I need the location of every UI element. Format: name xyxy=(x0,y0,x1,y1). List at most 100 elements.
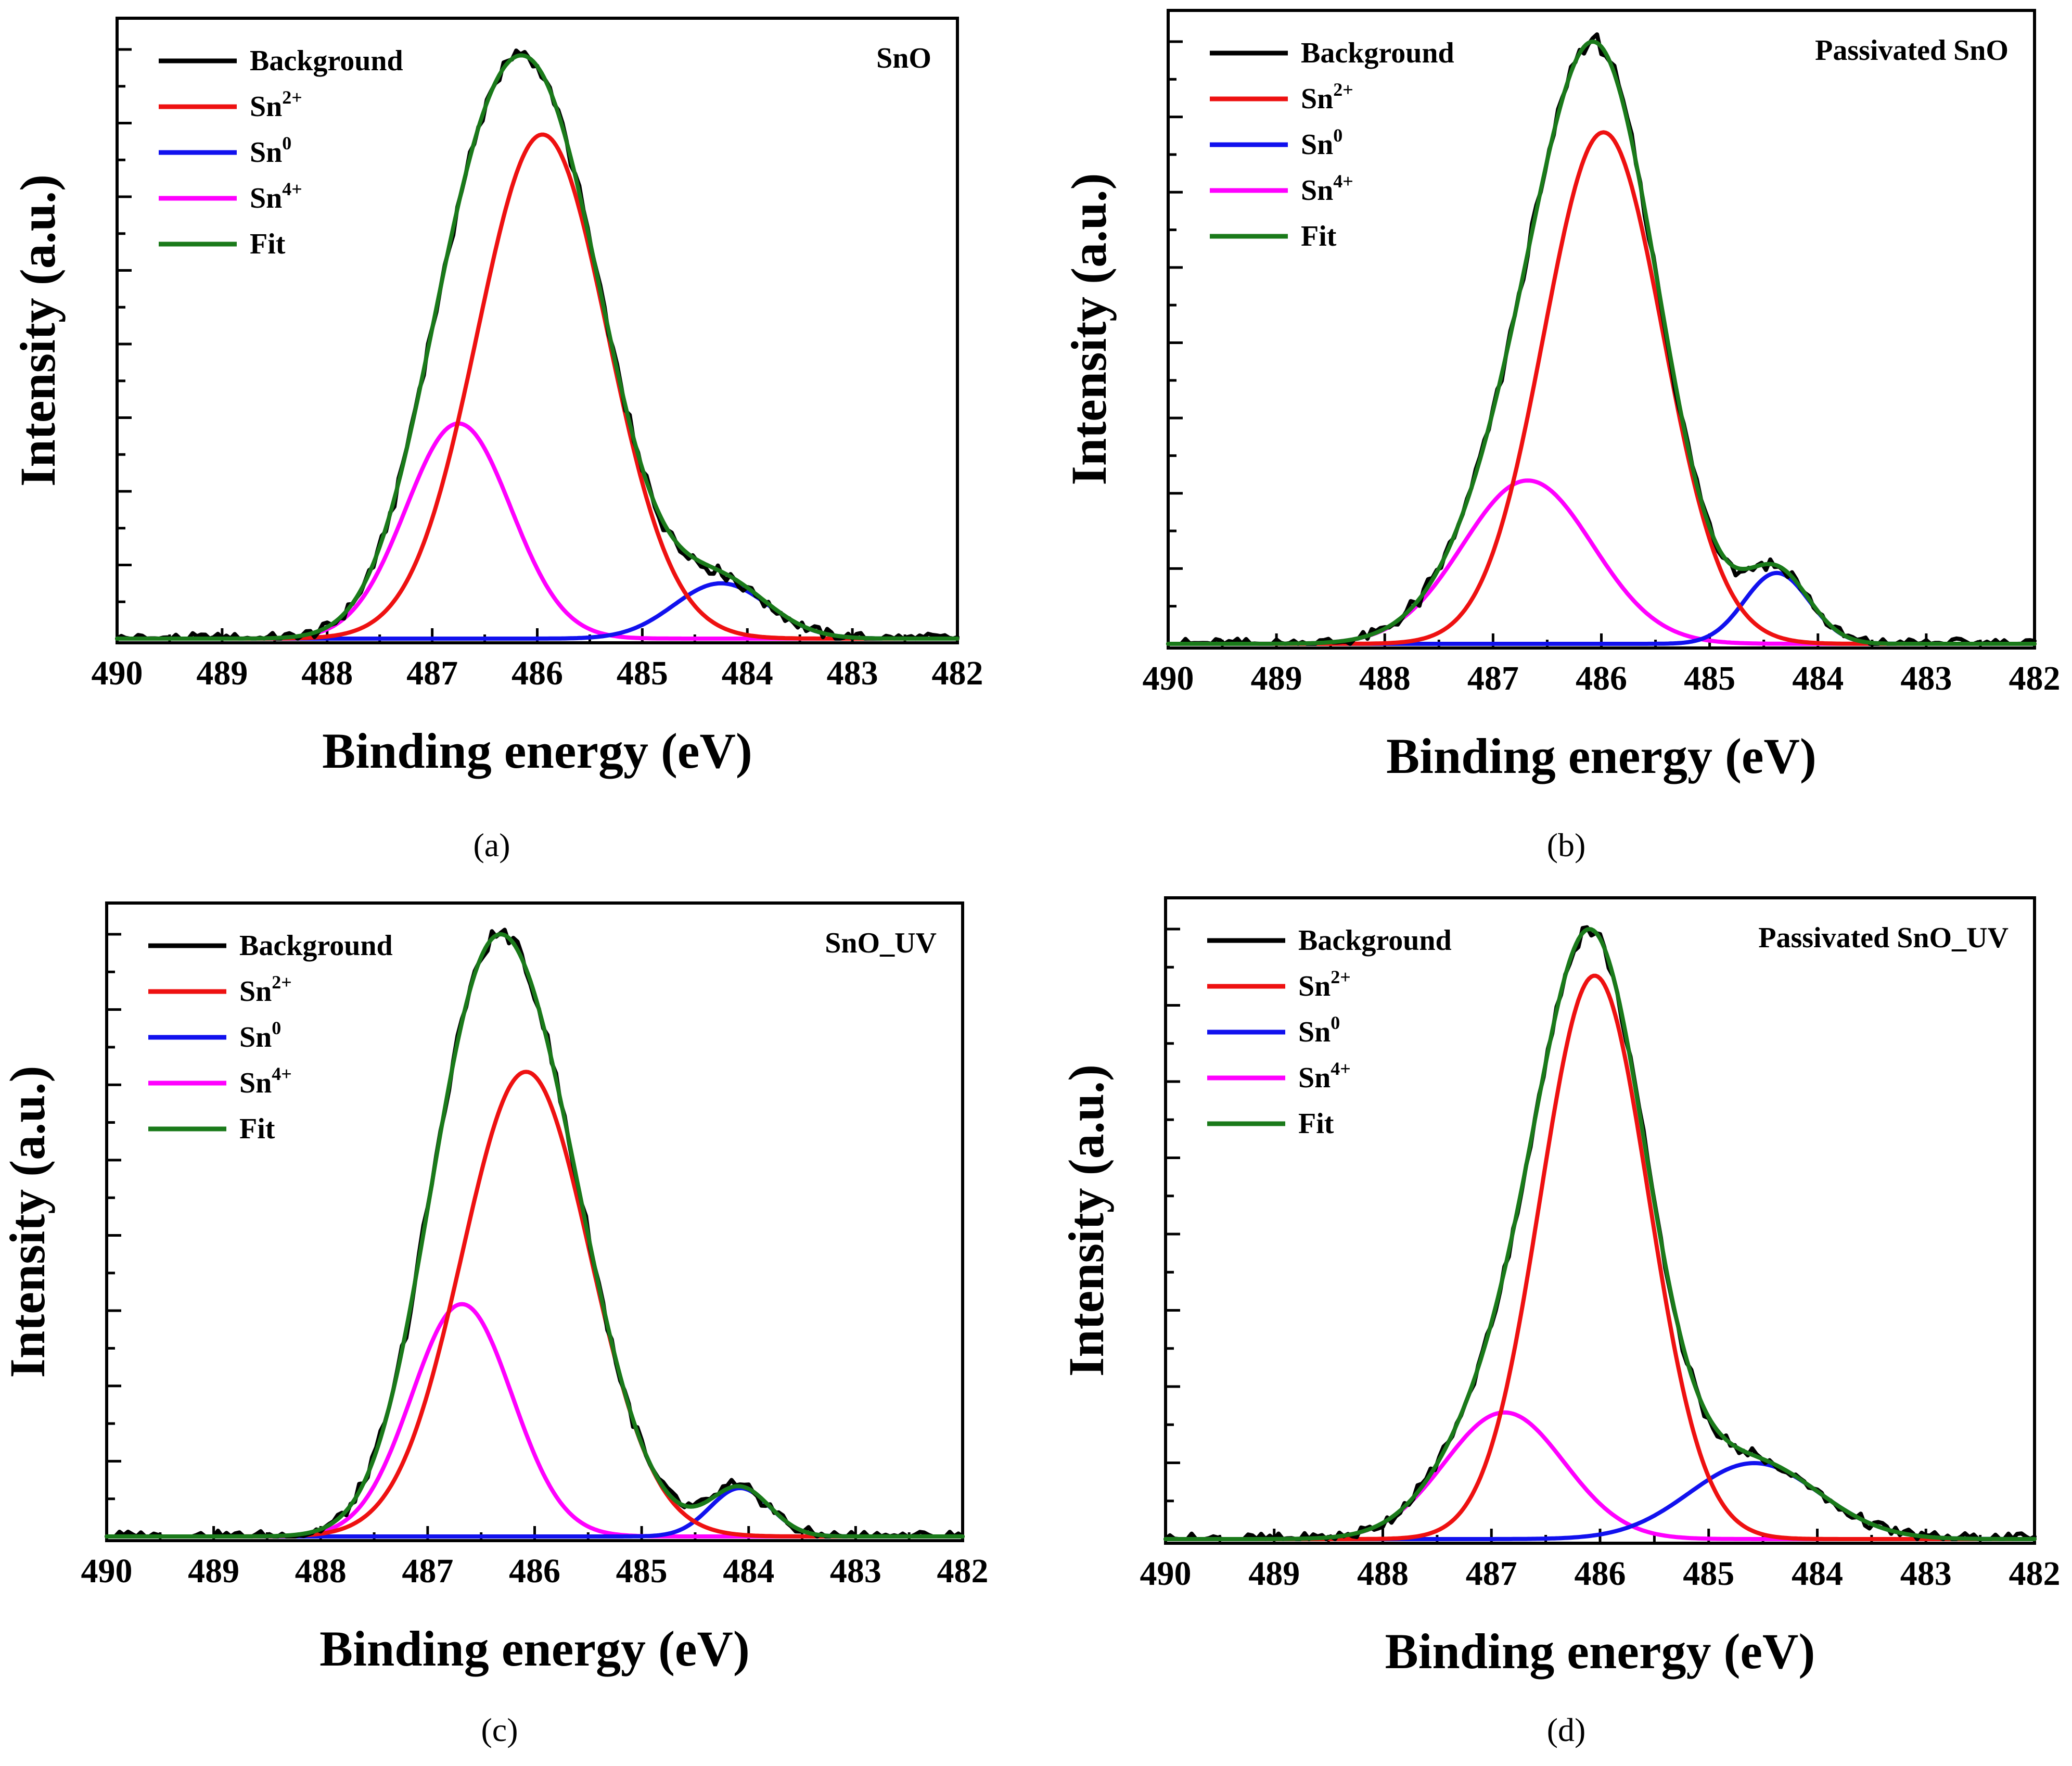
x-tick-label: 489 xyxy=(196,654,248,692)
x-tick-label: 484 xyxy=(723,1552,774,1590)
background-curve xyxy=(115,48,960,641)
x-tick-label: 482 xyxy=(932,654,983,692)
legend-label-sup: 0 xyxy=(1333,125,1342,146)
plot-frame xyxy=(1167,9,2036,650)
legend-label-sup: 0 xyxy=(1331,1012,1340,1033)
legend-label-sup: 2+ xyxy=(272,972,292,993)
x-tick-label: 483 xyxy=(830,1552,881,1590)
legend-label-base: Background xyxy=(250,45,403,77)
legend-label: Sn0 xyxy=(250,133,291,169)
sn4-curve xyxy=(115,421,960,641)
x-tick-label: 482 xyxy=(937,1552,989,1590)
legend-label-base: Fit xyxy=(1298,1108,1334,1140)
x-tick-label: 488 xyxy=(301,654,353,692)
sample-label: Passivated SnO_UV xyxy=(1758,922,2009,954)
x-tick-label: 483 xyxy=(827,654,878,692)
fit-curve xyxy=(1166,40,2037,646)
x-tick-label: 482 xyxy=(2009,1555,2061,1593)
legend-label-base: Sn xyxy=(250,91,282,123)
x-tick-label: 488 xyxy=(1359,659,1411,697)
x-axis-title: Binding energy (eV) xyxy=(1385,1623,1815,1679)
sn2-curve xyxy=(1166,130,2037,646)
legend-label-base: Sn xyxy=(1301,174,1333,207)
legend-label: Fit xyxy=(1301,220,1337,252)
fit-curve xyxy=(1163,927,2037,1541)
x-tick-label: 489 xyxy=(1251,659,1302,697)
legend-label: Background xyxy=(250,45,403,77)
sn4-curve xyxy=(105,1302,965,1539)
panel-caption: (d) xyxy=(1547,1711,1586,1748)
legend-label-sup: 4+ xyxy=(1331,1058,1351,1079)
legend-label: Sn4+ xyxy=(1301,171,1353,207)
sample-label: SnO xyxy=(876,42,931,74)
x-tick-label: 483 xyxy=(1900,659,1952,697)
legend-label: Background xyxy=(1301,37,1454,69)
legend-label: Background xyxy=(1298,924,1452,957)
legend-label-base: Sn xyxy=(250,182,282,214)
x-tick-label: 486 xyxy=(509,1552,560,1590)
chart-panel-a: 490 489 488 487 486 485 484 483 482 Binding energ… xyxy=(10,17,983,863)
legend-label-base: Sn xyxy=(250,136,282,169)
legend-label-sup: 2+ xyxy=(1333,79,1353,100)
sample-label: SnO_UV xyxy=(825,927,937,959)
legend-label: Fit xyxy=(239,1113,275,1145)
x-tick-label: 483 xyxy=(1900,1555,1952,1593)
x-tick-label: 482 xyxy=(2009,659,2061,697)
sn2-curve xyxy=(115,132,960,641)
legend-label-base: Background xyxy=(1298,924,1452,957)
panel-caption: (b) xyxy=(1547,827,1586,863)
x-tick-label: 490 xyxy=(1143,659,1194,697)
chart-panel-c: 490 489 488 487 486 485 484 483 482 Binding energ… xyxy=(0,901,989,1748)
legend-label-sup: 4+ xyxy=(272,1063,292,1084)
legend-label-base: Sn xyxy=(239,975,272,1008)
x-tick-label: 489 xyxy=(1248,1555,1300,1593)
legend-label-base: Sn xyxy=(1298,970,1331,1002)
legend-label: Sn4+ xyxy=(239,1063,292,1099)
x-tick-label: 487 xyxy=(1466,1555,1517,1593)
background-curve xyxy=(1163,925,2037,1541)
x-tick-label: 490 xyxy=(81,1552,133,1590)
legend-label: Sn0 xyxy=(1301,125,1342,161)
background-curve xyxy=(1166,32,2037,646)
legend-label: Background xyxy=(239,930,393,962)
legend-label: Sn4+ xyxy=(250,179,302,214)
sn2-curve xyxy=(1163,973,2037,1541)
legend-label: Sn0 xyxy=(239,1018,281,1053)
legend-label-sup: 2+ xyxy=(1331,967,1351,987)
legend-label-base: Sn xyxy=(239,1067,272,1099)
y-axis-title: Intensity (a.u.) xyxy=(1058,1064,1114,1377)
sn4-curve xyxy=(1163,1410,2037,1541)
sn0-curve xyxy=(1166,570,2037,646)
legend-label-sup: 0 xyxy=(282,133,291,154)
x-tick-label: 487 xyxy=(406,654,458,692)
x-tick-label: 486 xyxy=(511,654,563,692)
x-axis-title: Binding energy (eV) xyxy=(322,723,752,779)
x-tick-label: 487 xyxy=(402,1552,453,1590)
legend-label-base: Fit xyxy=(1301,220,1337,252)
legend-label: Sn2+ xyxy=(1301,79,1353,115)
x-axis-title: Binding energy (eV) xyxy=(1386,728,1817,784)
y-axis-title: Intensity (a.u.) xyxy=(1061,173,1117,485)
x-tick-label: 490 xyxy=(1140,1555,1192,1593)
legend-label-base: Fit xyxy=(239,1113,275,1145)
x-tick-label: 490 xyxy=(92,654,143,692)
legend-label: Sn2+ xyxy=(1298,967,1351,1002)
x-tick-label: 487 xyxy=(1467,659,1519,697)
plot-frame xyxy=(1164,896,2036,1545)
chart-panel-d: 490 489 488 487 486 485 484 483 482 Binding energ… xyxy=(1058,896,2061,1748)
fit-curve xyxy=(105,932,965,1539)
chart-panel-b: 490 489 488 487 486 485 484 483 482 Binding energ… xyxy=(1061,9,2061,863)
x-tick-label: 484 xyxy=(1792,1555,1843,1593)
legend-label-sup: 4+ xyxy=(1333,171,1353,192)
legend-label-base: Sn xyxy=(1298,1016,1331,1048)
legend-label: Sn0 xyxy=(1298,1012,1340,1048)
plot-frame xyxy=(116,17,959,644)
background-curve xyxy=(105,928,965,1539)
sample-label: Passivated SnO xyxy=(1815,34,2009,67)
legend-label-base: Fit xyxy=(250,228,286,260)
legend-label-base: Background xyxy=(1301,37,1454,69)
sn4-curve xyxy=(1166,478,2037,646)
